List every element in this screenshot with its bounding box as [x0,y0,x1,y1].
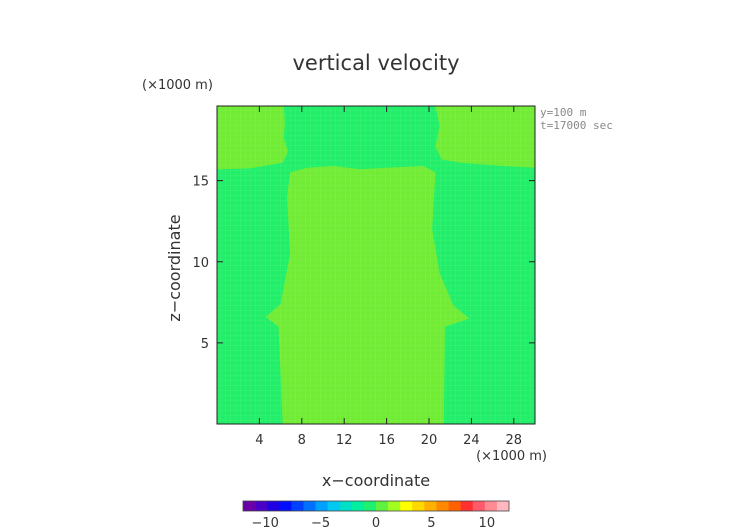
y-axis-ticks: 5 10 15 [192,175,535,352]
colorbar-swatch [255,501,268,511]
colorbar: −10 −5 0 5 10 [242,500,510,531]
colorbar-swatch [472,501,486,511]
colorbar-swatch [327,501,341,511]
y-tick-label: 5 [201,337,209,352]
colorbar-swatch [424,501,437,511]
x-tick-label: 16 [378,433,395,448]
colorbar-swatch [303,501,316,511]
colorbar-tick-label: 5 [427,516,435,531]
colorbar-swatch [484,501,498,511]
colorbar-swatch [267,501,280,511]
x-tick-label: 20 [421,433,438,448]
annotation-1: t=17000 sec [540,119,613,132]
plot-area [216,105,536,425]
x-axis-ticks: 4 8 12 16 20 24 28 [255,106,522,448]
colorbar-swatch [376,501,389,511]
colorbar-swatch [279,501,292,511]
colorbar-swatch [436,501,449,511]
x-tick-label: 24 [463,433,480,448]
chart-title: vertical velocity [292,51,459,75]
colorbar-swatch [351,501,365,511]
x-axis-label: x−coordinate [322,471,430,490]
colorbar-tick-label: 10 [479,516,496,531]
colorbar-swatch [291,501,304,511]
colorbar-swatch [243,501,256,511]
colorbar-swatch [339,501,353,511]
x-tick-label: 8 [298,433,306,448]
x-tick-label: 12 [336,433,353,448]
y-tick-label: 15 [192,175,209,190]
x-tick-label: 28 [506,433,523,448]
y-unit-label: (×1000 m) [142,78,213,93]
annotations: y=100 mt=17000 sec [540,106,613,132]
colorbar-swatch [400,501,413,511]
colorbar-swatch [496,501,510,511]
colorbar-swatch [412,501,425,511]
colorbar-tick-label: −10 [251,516,278,531]
colorbar-swatch [363,501,377,511]
colorbar-swatch [448,501,461,511]
plot-frame [216,105,536,425]
colorbar-swatch [315,501,328,511]
colorbar-tick-label: −5 [311,516,330,531]
colorbar-swatch [388,501,401,511]
colorbar-swatch [460,501,474,511]
y-axis-label: z−coordinate [165,214,184,321]
colorbar-frame [242,500,510,512]
x-tick-label: 4 [255,433,263,448]
plot-grid-texture [217,106,535,424]
x-unit-label: (×1000 m) [476,449,547,464]
annotation-0: y=100 m [540,106,587,119]
y-tick-label: 10 [192,256,209,271]
colorbar-tick-label: 0 [372,516,380,531]
